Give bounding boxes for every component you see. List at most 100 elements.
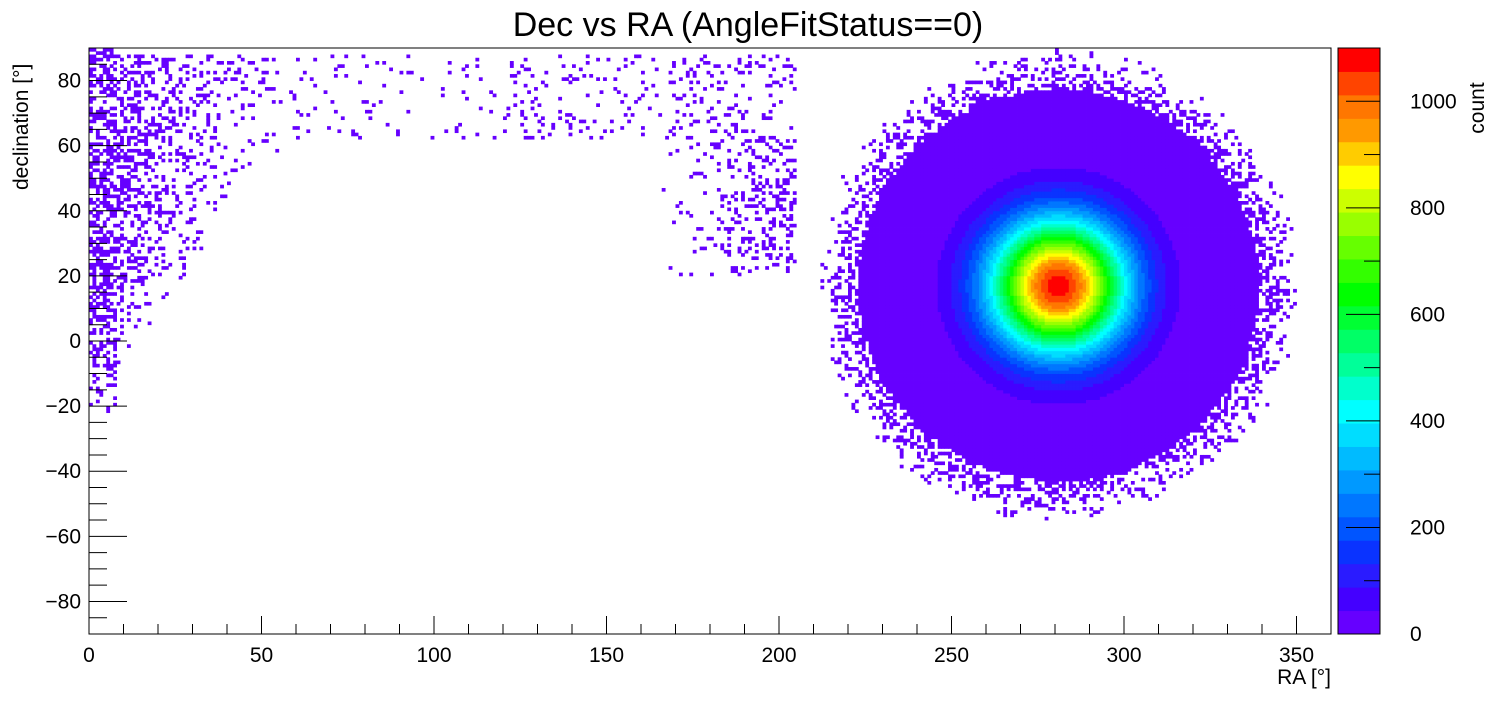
heatmap-bin (851, 236, 856, 241)
heatmap-bin (910, 181, 914, 186)
heatmap-bin (941, 103, 945, 107)
heatmap-bin (120, 207, 124, 212)
heatmap-bin (92, 285, 97, 290)
heatmap-bin (913, 402, 918, 407)
heatmap-bin (972, 236, 977, 241)
heatmap-bin (903, 158, 908, 163)
heatmap-bin (892, 230, 897, 234)
heatmap-bin (941, 409, 945, 414)
heatmap-bin (792, 174, 797, 179)
heatmap-bin (154, 262, 159, 267)
heatmap-bin (841, 174, 845, 179)
heatmap-bin (137, 275, 142, 280)
heatmap-bin (944, 337, 949, 342)
heatmap-bin (761, 158, 766, 163)
heatmap-bin (109, 87, 114, 91)
heatmap-bin (882, 376, 887, 381)
heatmap-bin (968, 142, 973, 147)
heatmap-bin (968, 171, 973, 176)
heatmap-bin (741, 236, 745, 241)
heatmap-bin (941, 191, 945, 195)
heatmap-bin (737, 70, 742, 75)
heatmap-bin (934, 461, 939, 466)
heatmap-bin (95, 399, 100, 404)
heatmap-bin (965, 129, 970, 134)
heatmap-bin (934, 135, 939, 140)
heatmap-bin (109, 145, 114, 150)
heatmap-bin (923, 233, 928, 238)
heatmap-bin (913, 393, 918, 397)
heatmap-bin (896, 350, 901, 355)
heatmap-bin (516, 70, 521, 75)
heatmap-bin (934, 181, 939, 186)
heatmap-bin (972, 464, 977, 469)
heatmap-bin (948, 393, 952, 397)
heatmap-bin (123, 129, 128, 134)
heatmap-bin (920, 318, 925, 322)
heatmap-bin (92, 308, 97, 313)
heatmap-bin (151, 106, 155, 111)
heatmap-bin (768, 161, 773, 166)
heatmap-bin (95, 184, 100, 189)
heatmap-bin (965, 214, 970, 218)
heatmap-bin (954, 204, 959, 208)
heatmap-bin (958, 386, 963, 391)
heatmap-bin (948, 422, 952, 427)
heatmap-bin (144, 256, 149, 261)
heatmap-bin (892, 204, 897, 208)
heatmap-bin (944, 233, 949, 238)
heatmap-bin (958, 129, 963, 134)
heatmap-bin (113, 327, 117, 332)
heatmap-bin (965, 415, 970, 420)
heatmap-bin (896, 386, 901, 391)
heatmap-bin (903, 220, 908, 225)
heatmap-bin (930, 305, 935, 309)
heatmap-bin (903, 249, 908, 254)
heatmap-bin (251, 116, 255, 121)
heatmap-bin (975, 90, 980, 94)
heatmap-bin (975, 106, 980, 111)
heatmap-bin (782, 181, 787, 186)
heatmap-bin (161, 87, 166, 91)
heatmap-bin (934, 275, 939, 280)
heatmap-bin (958, 438, 963, 443)
heatmap-bin (961, 438, 966, 443)
heatmap-bin (903, 187, 908, 192)
heatmap-bin (968, 337, 973, 342)
heatmap-bin (903, 214, 908, 218)
heatmap-bin (854, 259, 859, 264)
heatmap-bin (951, 373, 956, 378)
heatmap-bin (123, 275, 128, 280)
heatmap-bin (164, 184, 169, 189)
heatmap-bin (913, 233, 918, 238)
heatmap-bin (944, 347, 949, 352)
heatmap-bin (885, 217, 890, 221)
heatmap-bin (95, 389, 100, 394)
heatmap-bin (865, 204, 870, 208)
heatmap-bin (917, 249, 921, 254)
heatmap-bin (89, 295, 93, 300)
heatmap-bin (678, 210, 683, 215)
heatmap-bin (965, 454, 970, 459)
heatmap-bin (899, 275, 904, 280)
heatmap-bin (951, 386, 956, 391)
heatmap-bin (154, 93, 159, 98)
heatmap-bin (913, 383, 918, 387)
heatmap-bin (948, 119, 952, 124)
heatmap-bin (116, 80, 121, 85)
heatmap-bin (216, 142, 221, 147)
heatmap-bin (930, 142, 935, 147)
heatmap-bin (954, 428, 959, 433)
heatmap-bin (937, 106, 942, 111)
heatmap-bin (675, 148, 680, 153)
heatmap-bin (885, 214, 890, 218)
heatmap-bin (944, 327, 949, 332)
heatmap-bin (892, 210, 897, 215)
heatmap-bin (968, 467, 973, 472)
heatmap-bin (106, 409, 111, 414)
heatmap-bin (972, 331, 977, 335)
heatmap-bin (865, 210, 870, 215)
heatmap-bin (868, 341, 873, 345)
heatmap-bin (299, 113, 304, 117)
heatmap-bin (271, 87, 276, 91)
